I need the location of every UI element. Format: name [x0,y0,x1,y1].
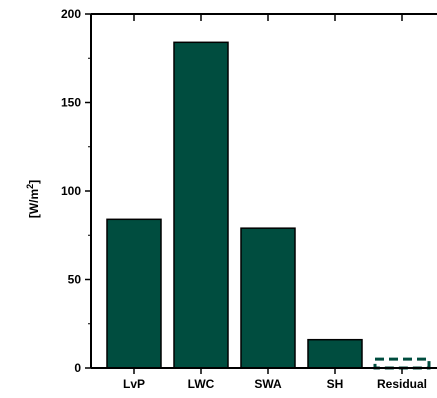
bar-residual [373,357,431,370]
y-tick-label-150: 150 [61,96,81,110]
y-ticks-group: 0 50 100 150 200 [61,7,91,375]
x-tick-label-sh: SH [327,377,344,391]
y-tick-label-100: 100 [61,184,81,198]
y-tick-label-200: 200 [61,7,81,21]
y-tick-label-50: 50 [68,273,82,287]
x-tick-label-lvp: LvP [123,377,145,391]
bar-swa [240,227,296,369]
x-tick-label-swa: SWA [254,377,282,391]
bar-lvp [106,218,162,369]
x-tick-label-lwc: LWC [188,377,215,391]
x-ticks-group: LvP LWC SWA SH Residual [123,14,427,391]
y-axis-title-main: [W/m [27,189,41,218]
y-tick-label-0: 0 [74,361,81,375]
y-axis-title-suffix: ] [27,180,41,184]
bar-sh [307,338,363,369]
bar-lwc [173,41,229,369]
y-axis-title: [W/m2] [25,180,41,218]
y-axis-title-superscript: 2 [25,184,35,189]
x-tick-label-residual: Residual [377,377,427,391]
bars-group [106,41,431,370]
